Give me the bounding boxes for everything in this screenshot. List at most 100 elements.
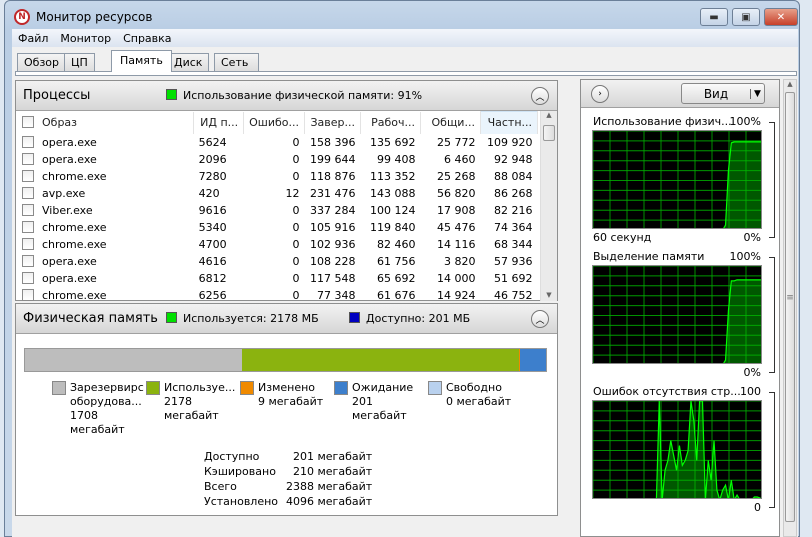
tab-network[interactable]: Сеть xyxy=(214,53,259,72)
title-bar: N Монитор ресурсов xyxy=(14,6,152,28)
table-row[interactable]: chrome.exe 7280 0 118 876 113 352 25 268 88 08… xyxy=(16,168,538,185)
table-cell: 9616 xyxy=(194,202,244,219)
scroll-up-arrow-icon[interactable]: ▲ xyxy=(787,80,793,88)
menu-file[interactable]: Файл xyxy=(18,31,49,45)
row-checkbox[interactable] xyxy=(22,288,34,301)
cell-text: 117 548 xyxy=(310,271,356,285)
row-checkbox[interactable] xyxy=(22,169,34,182)
maximize-button[interactable]: ▣ xyxy=(732,8,760,26)
graph-canvas xyxy=(592,130,762,229)
graph-area xyxy=(723,141,761,228)
table-row[interactable]: Viber.exe 9616 0 337 284 100 124 17 908 82 216 xyxy=(16,202,538,219)
menu-monitor[interactable]: Монитор xyxy=(60,31,112,45)
column-header[interactable]: Завер... xyxy=(304,111,362,134)
table-cell: Viber.exe xyxy=(16,202,194,219)
column-header[interactable]: Общи... xyxy=(420,111,481,134)
cell-text: 14 116 xyxy=(436,237,476,251)
table-cell: 14 924 xyxy=(420,287,480,302)
scroll-down-arrow-icon[interactable]: ▼ xyxy=(546,291,552,299)
scroll-up-arrow-icon[interactable]: ▲ xyxy=(546,111,552,119)
legend-item: Используе... 2178 мегабайт xyxy=(146,381,238,423)
row-checkbox[interactable] xyxy=(22,237,34,250)
table-cell: 6 460 xyxy=(420,151,480,168)
scroll-thumb[interactable] xyxy=(543,125,555,141)
graph-line xyxy=(723,279,761,363)
graph-title: Ошибок отсутствия стр... xyxy=(593,385,741,398)
cell-text: 0 xyxy=(292,254,300,268)
row-checkbox[interactable] xyxy=(22,254,34,267)
cell-text: 108 228 xyxy=(310,254,356,268)
cell-text: chrome.exe xyxy=(42,237,107,251)
cell-text: chrome.exe xyxy=(42,169,107,183)
physical-memory-header[interactable]: Физическая память Используется: 2178 МБ … xyxy=(16,304,557,334)
resource-monitor-icon: N xyxy=(14,9,30,25)
cell-text: 56 820 xyxy=(436,186,476,200)
cell-text: Viber.exe xyxy=(42,203,93,217)
row-checkbox[interactable] xyxy=(22,271,34,284)
cell-text: chrome.exe xyxy=(42,220,107,234)
tab-disk[interactable]: Диск xyxy=(167,53,210,72)
graphs-scrollbar[interactable]: ▲ ≡ xyxy=(783,79,797,537)
row-checkbox[interactable] xyxy=(22,135,34,148)
minimize-button[interactable]: ▬ xyxy=(700,8,728,26)
cell-text: 5340 xyxy=(198,220,227,234)
table-cell: 46 752 xyxy=(480,287,537,302)
row-checkbox[interactable] xyxy=(22,203,34,216)
cell-text: 46 752 xyxy=(494,288,533,302)
table-row[interactable]: opera.exe 6812 0 117 548 65 692 14 000 51 692 xyxy=(16,270,538,287)
stat-label: Кэшировано xyxy=(204,465,276,478)
dropdown-arrow-icon[interactable]: ▼ xyxy=(750,88,764,99)
table-row[interactable]: chrome.exe 6256 0 77 348 61 676 14 924 46 752 xyxy=(16,287,538,302)
collapse-icon[interactable]: ︿ xyxy=(531,87,549,105)
graph-min: 0 xyxy=(754,501,761,514)
table-row[interactable]: chrome.exe 5340 0 105 916 119 840 45 476 74 36… xyxy=(16,219,538,236)
column-header[interactable]: Ошибо... xyxy=(243,111,306,134)
table-cell: 199 644 xyxy=(305,151,361,168)
tab-overview[interactable]: Обзор xyxy=(17,53,67,72)
table-cell: 135 692 xyxy=(361,134,421,151)
processes-header[interactable]: Процессы Использование физической памяти… xyxy=(16,81,557,111)
column-header[interactable]: ИД п... xyxy=(193,111,245,134)
column-header[interactable]: Образ xyxy=(16,111,195,134)
menu-help[interactable]: Справка xyxy=(123,31,172,45)
table-cell: 0 xyxy=(244,270,305,287)
table-cell: 7280 xyxy=(194,168,244,185)
cell-text: 12 xyxy=(285,186,300,200)
table-cell: 6256 xyxy=(194,287,244,302)
stat-value: 4096 мегабайт xyxy=(286,495,373,508)
collapse-icon[interactable]: ︿ xyxy=(531,310,549,328)
cell-text: 420 xyxy=(198,186,220,200)
table-row[interactable]: avp.exe 420 12 231 476 143 088 56 820 86 268 xyxy=(16,185,538,202)
row-checkbox[interactable] xyxy=(22,220,34,233)
cell-text: opera.exe xyxy=(42,152,97,166)
table-cell: 65 692 xyxy=(361,270,421,287)
cell-text: 6 460 xyxy=(443,152,476,166)
table-row[interactable]: opera.exe 5624 0 158 396 135 692 25 772 109 92… xyxy=(16,134,538,151)
table-cell: 82 460 xyxy=(361,236,421,253)
row-checkbox[interactable] xyxy=(22,186,34,199)
cell-text: 100 124 xyxy=(369,203,416,217)
table-cell: 57 936 xyxy=(480,253,537,270)
column-header[interactable]: Частн... xyxy=(480,111,539,134)
process-scrollbar[interactable]: ▲ ▼ xyxy=(540,111,557,301)
table-cell: chrome.exe xyxy=(16,219,194,236)
select-all-checkbox[interactable] xyxy=(22,116,34,128)
table-row[interactable]: opera.exe 2096 0 199 644 99 408 6 460 92 948 xyxy=(16,151,538,168)
tab-memory[interactable]: Память xyxy=(111,50,172,72)
table-cell: 0 xyxy=(244,168,305,185)
tab-cpu[interactable]: ЦП xyxy=(64,53,95,72)
table-row[interactable]: chrome.exe 4700 0 102 936 82 460 14 116 68 344 xyxy=(16,236,538,253)
row-checkbox[interactable] xyxy=(22,152,34,165)
scroll-thumb[interactable]: ≡ xyxy=(785,92,795,522)
cell-text: 102 936 xyxy=(310,237,356,251)
legend-value: 201 мегабайт xyxy=(352,395,407,422)
cell-text: 0 xyxy=(292,271,300,285)
stat-row: Кэшировано 210 мегабайт xyxy=(204,464,372,479)
close-button[interactable]: ✕ xyxy=(764,8,798,26)
view-button[interactable]: Вид ▼ xyxy=(681,83,765,104)
legend-name: Зарезервирс оборудова... xyxy=(70,381,144,408)
table-row[interactable]: opera.exe 4616 0 108 228 61 756 3 820 57 936 xyxy=(16,253,538,270)
legend-swatch xyxy=(428,381,442,395)
column-header[interactable]: Рабоч... xyxy=(360,111,421,134)
expand-icon[interactable]: › xyxy=(591,85,609,103)
